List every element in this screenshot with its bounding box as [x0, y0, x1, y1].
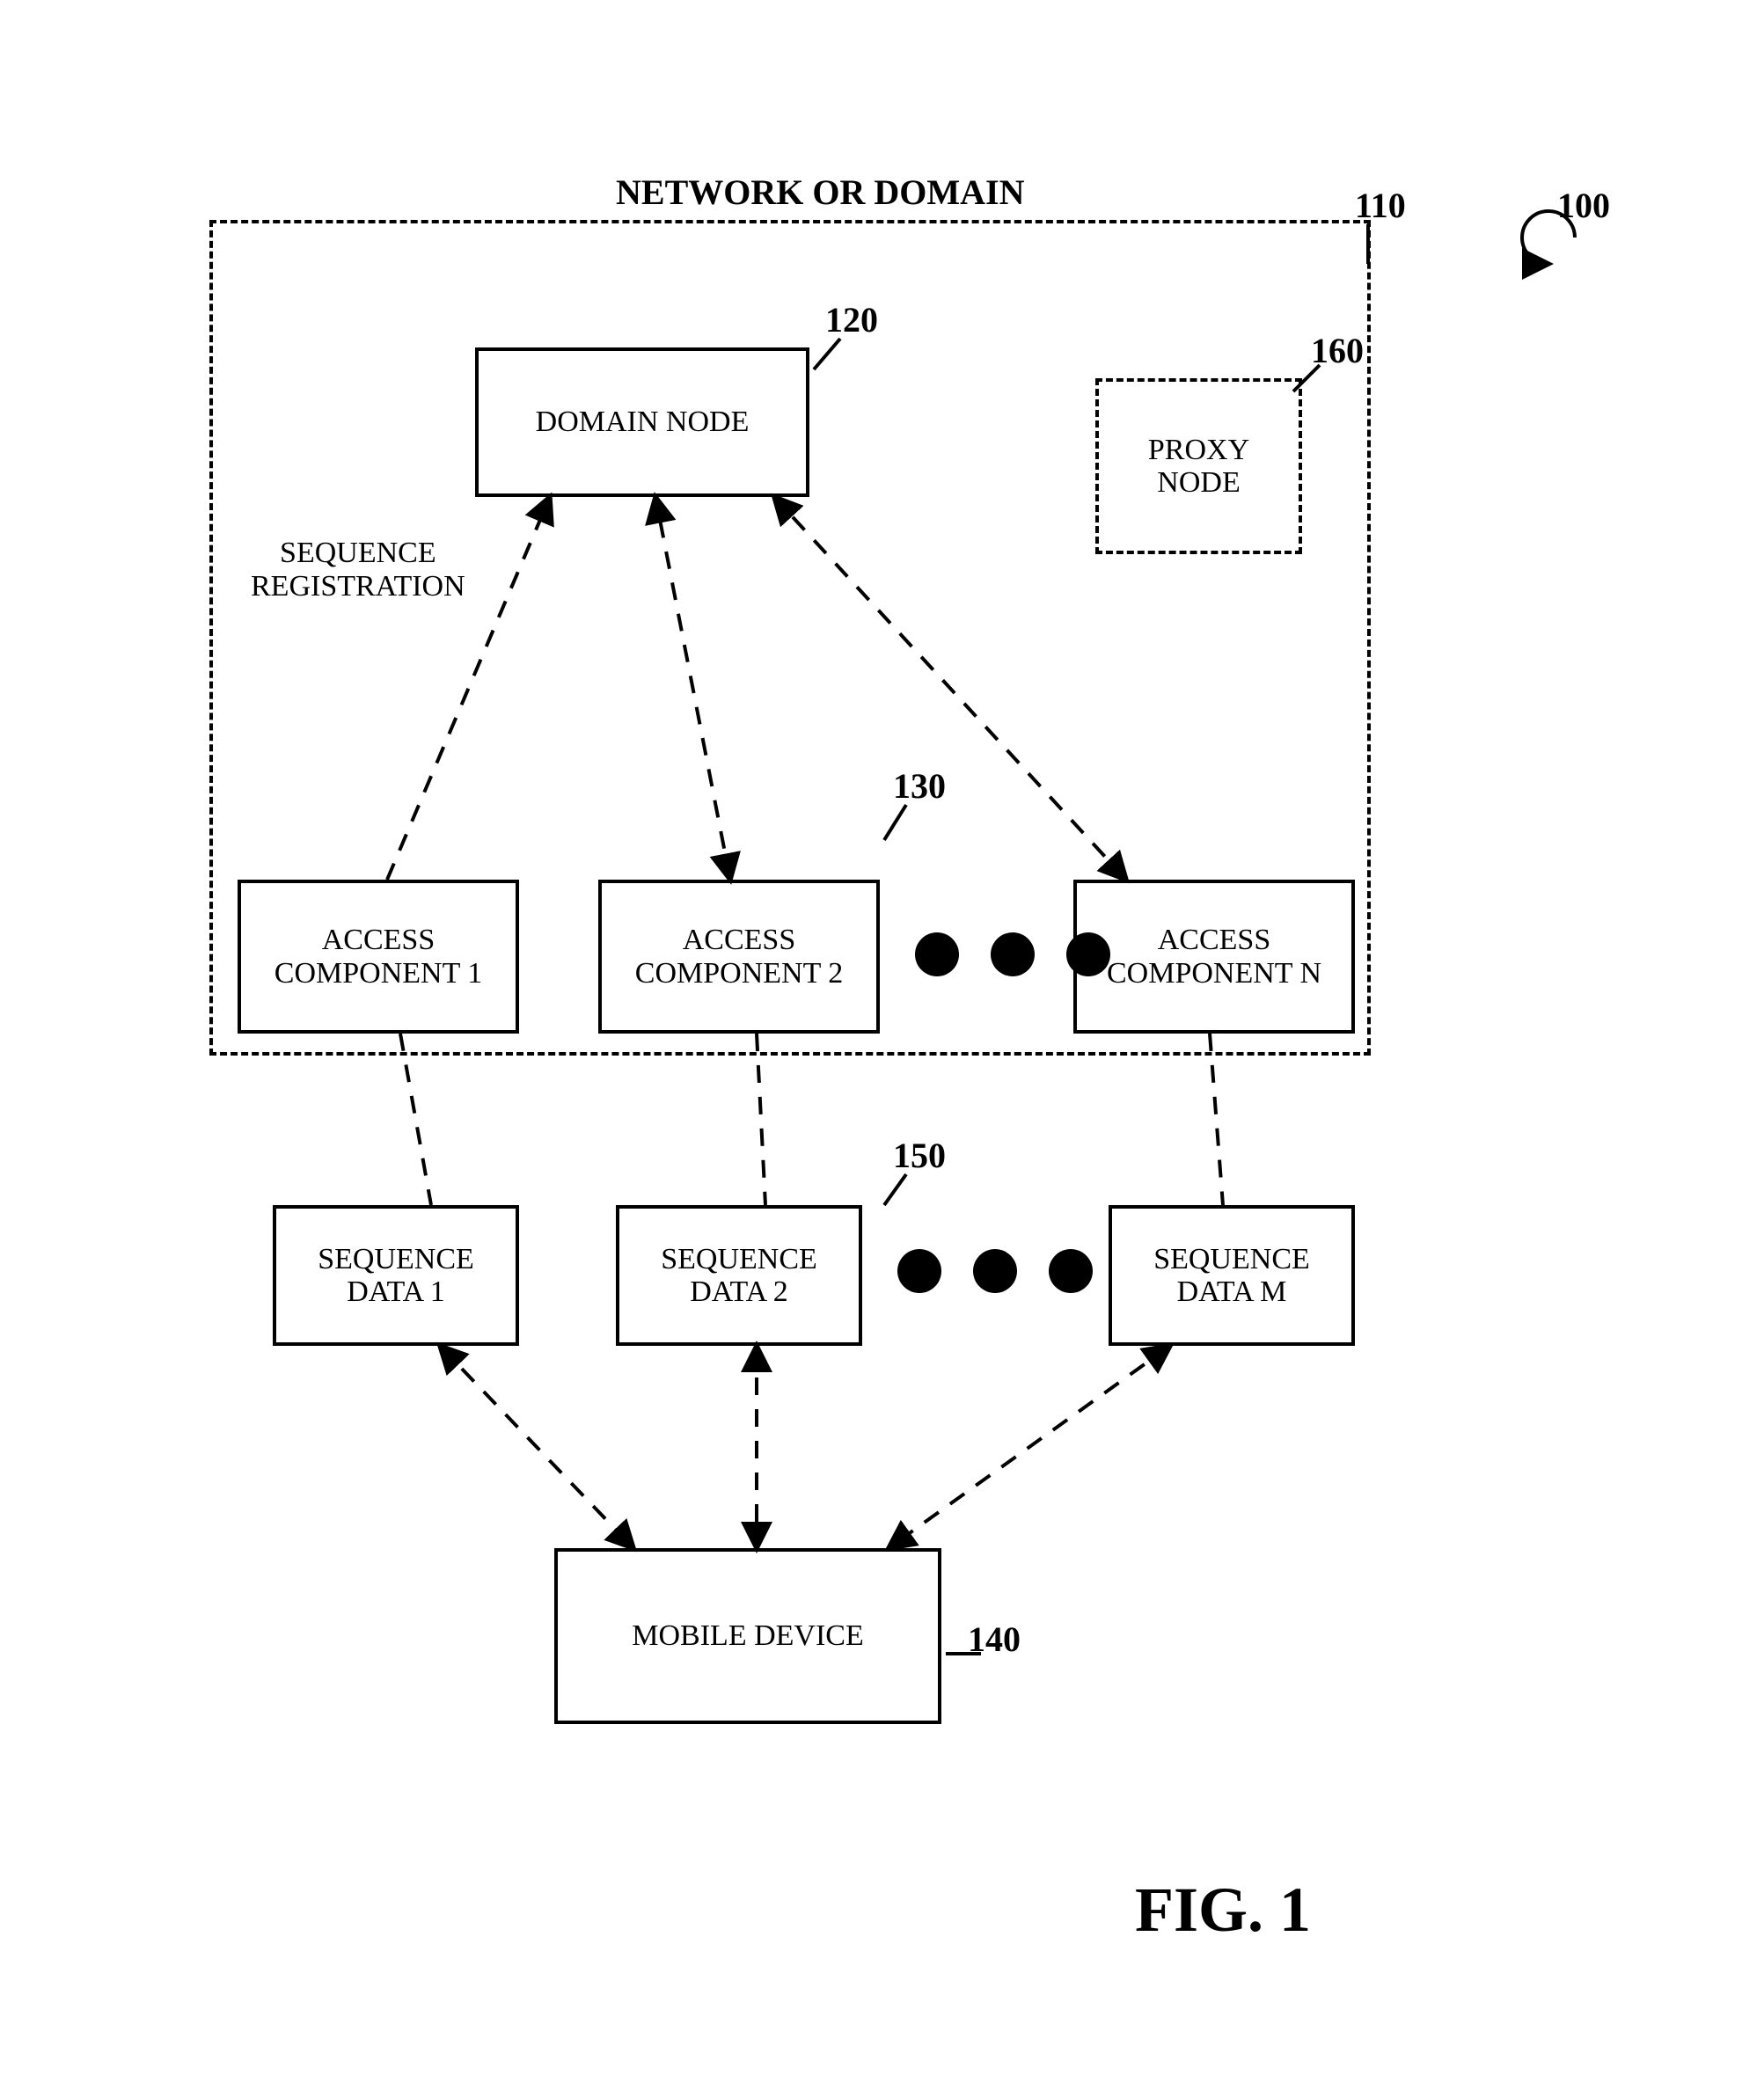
reference-numeral: 130: [893, 765, 946, 807]
access-component-box: ACCESS COMPONENT 2: [598, 880, 880, 1034]
reference-numeral: 100: [1557, 185, 1610, 226]
dot-icon: [1049, 1249, 1093, 1293]
ellipsis-dots: [915, 932, 1110, 976]
sequence-registration-label: SEQUENCE REGISTRATION: [251, 537, 465, 603]
dot-icon: [973, 1249, 1017, 1293]
network-title: NETWORK OR DOMAIN: [616, 172, 1024, 213]
access-component-label: ACCESS COMPONENT 1: [274, 924, 482, 990]
sequence-data-label: SEQUENCE DATA M: [1153, 1243, 1310, 1309]
reference-numeral: 150: [893, 1135, 946, 1176]
sequence-data-box: SEQUENCE DATA 1: [273, 1205, 519, 1346]
dot-icon: [915, 932, 959, 976]
sequence-data-box: SEQUENCE DATA M: [1109, 1205, 1355, 1346]
access-component-label: ACCESS COMPONENT N: [1107, 924, 1321, 990]
access-component-box: ACCESS COMPONENT N: [1073, 880, 1355, 1034]
proxy-node-box: PROXY NODE: [1095, 378, 1302, 554]
reference-numeral: 140: [968, 1619, 1021, 1660]
mobile-device-label: MOBILE DEVICE: [632, 1619, 863, 1652]
reference-numeral: 160: [1311, 330, 1364, 371]
access-component-box: ACCESS COMPONENT 1: [238, 880, 519, 1034]
ellipsis-dots: [897, 1249, 1093, 1293]
domain-node-label: DOMAIN NODE: [536, 406, 750, 438]
domain-node-box: DOMAIN NODE: [475, 347, 809, 497]
dot-icon: [1066, 932, 1110, 976]
reference-numeral: 120: [825, 299, 878, 340]
figure-label: FIG. 1: [1135, 1874, 1311, 1947]
sequence-data-label: SEQUENCE DATA 1: [318, 1243, 474, 1309]
reference-numeral: 110: [1355, 185, 1406, 226]
sequence-data-label: SEQUENCE DATA 2: [661, 1243, 817, 1309]
access-component-label: ACCESS COMPONENT 2: [635, 924, 843, 990]
dot-icon: [991, 932, 1035, 976]
proxy-node-label: PROXY NODE: [1148, 434, 1249, 500]
mobile-device-box: MOBILE DEVICE: [554, 1548, 941, 1724]
dot-icon: [897, 1249, 941, 1293]
sequence-data-box: SEQUENCE DATA 2: [616, 1205, 862, 1346]
